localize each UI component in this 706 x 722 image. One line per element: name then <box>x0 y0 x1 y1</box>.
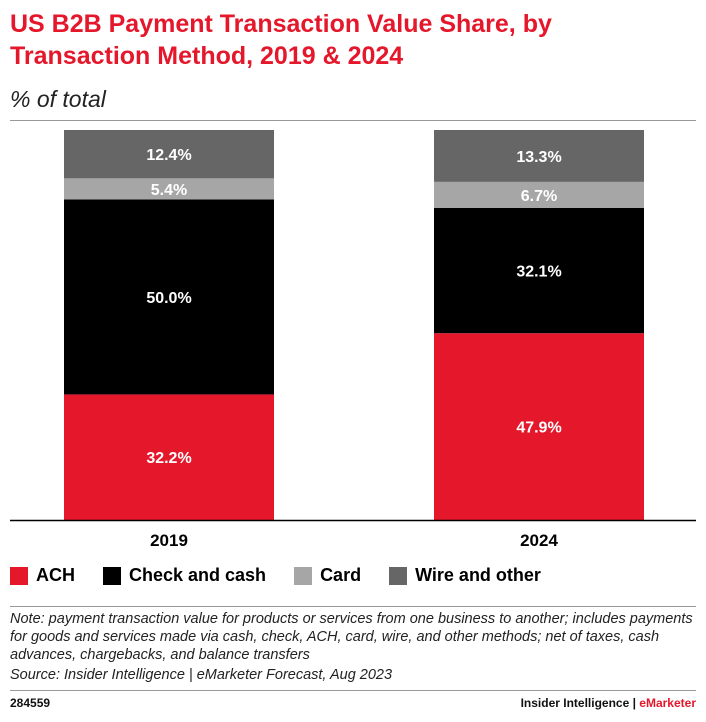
legend-swatch-check-and-cash <box>103 566 121 585</box>
chart-id: 284559 <box>10 696 51 710</box>
brand-main: Insider Intelligence | <box>520 696 640 710</box>
bar-segment-wire-and-other-2024 <box>434 130 644 182</box>
data-label-card-2024: 6.7% <box>521 188 557 205</box>
legend-label-ach: ACH <box>36 565 75 585</box>
legend-swatch-ach <box>10 566 28 585</box>
bar-segment-card-2019 <box>64 178 274 200</box>
legend-swatch-card <box>294 566 313 585</box>
chart-source: Source: Insider Intelligence | eMarketer… <box>10 667 393 683</box>
bar-segment-wire-and-other-2019 <box>64 130 274 179</box>
legend-item-wire-and-other: Wire and other <box>389 565 541 586</box>
bar-segment-check-and-cash-2024 <box>434 208 644 334</box>
legend-label-wire-and-other: Wire and other <box>415 565 541 585</box>
legend-label-check-and-cash: Check and cash <box>129 565 267 585</box>
brand-logo: Insider Intelligence | eMarketer <box>521 696 696 710</box>
x-tick-label-2019: 2019 <box>150 531 188 550</box>
brand-accent: eMarketer <box>639 696 696 710</box>
legend-label-card: Card <box>320 565 362 585</box>
data-label-ach-2019: 32.2% <box>146 450 191 467</box>
data-label-wire-and-other-2024: 13.3% <box>516 149 561 166</box>
x-tick-label-2024: 2024 <box>520 531 558 550</box>
chart-subtitle: % of total <box>10 86 106 112</box>
top-divider <box>10 120 696 121</box>
footer-divider <box>10 690 696 691</box>
data-label-ach-2024: 47.9% <box>516 420 561 437</box>
chart-title: US B2B Payment Transaction Value Share, … <box>10 10 552 70</box>
legend-item-check-and-cash: Check and cash <box>103 565 266 586</box>
bar-segment-check-and-cash-2019 <box>64 199 274 395</box>
data-label-card-2019: 5.4% <box>151 182 187 199</box>
chart-legend: ACH Check and cash Card Wire and other <box>10 565 569 586</box>
data-label-check-and-cash-2024: 32.1% <box>516 264 561 281</box>
stacked-bar-chart: 32.2% 50.0% 5.4% 12.4% 2019 47.9% 32.1% 6.7% 13.… <box>10 130 696 550</box>
bar-segment-ach-2024 <box>434 333 644 520</box>
note-divider <box>10 606 696 607</box>
legend-item-card: Card <box>294 565 361 586</box>
legend-swatch-wire-and-other <box>389 566 408 585</box>
data-label-wire-and-other-2019: 12.4% <box>146 147 191 164</box>
bar-segment-card-2024 <box>434 181 644 208</box>
bar-segment-ach-2019 <box>64 394 274 520</box>
data-label-check-and-cash-2019: 50.0% <box>146 290 191 307</box>
chart-note: Note: payment transaction value for prod… <box>10 611 693 663</box>
legend-item-ach: ACH <box>10 565 75 586</box>
